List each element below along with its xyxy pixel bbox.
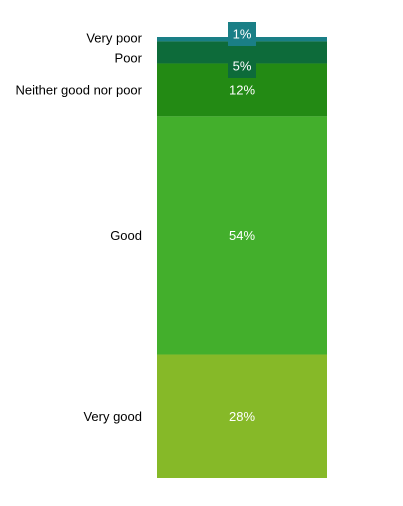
category-label-poor: Poor — [115, 51, 143, 66]
category-label-neither-good-nor-poor: Neither good nor poor — [16, 82, 143, 97]
data-label-poor: 5% — [233, 59, 252, 74]
bar-segment-good — [157, 116, 327, 355]
data-label-very-poor: 1% — [233, 27, 252, 42]
category-label-very-good: Very good — [83, 409, 142, 424]
category-label-good: Good — [110, 228, 142, 243]
category-label-very-poor: Very poor — [86, 31, 142, 46]
data-label-very-good: 28% — [229, 409, 255, 424]
bar-segment-poor — [157, 41, 327, 64]
bar-segment-very-good — [157, 354, 327, 478]
data-label-neither-good-nor-poor: 12% — [229, 82, 255, 97]
data-label-box-very-poor — [228, 22, 256, 46]
data-label-good: 54% — [229, 228, 255, 243]
data-label-box-poor — [228, 54, 256, 78]
